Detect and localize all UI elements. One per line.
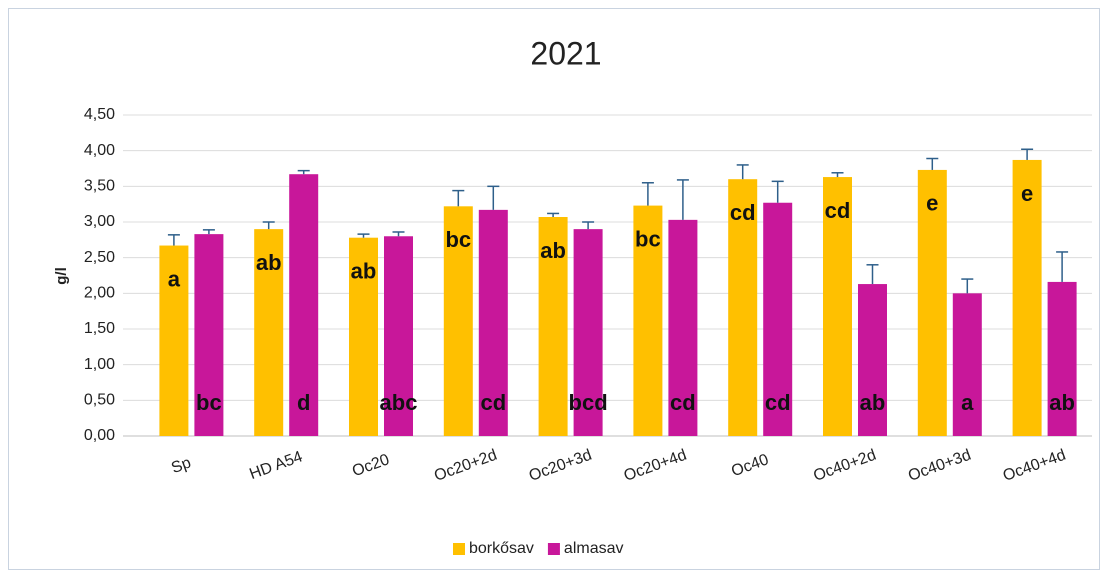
bar	[917, 169, 947, 436]
bar	[823, 177, 852, 436]
significance-letter: a	[961, 390, 974, 415]
y-tick-label: 1,00	[84, 356, 115, 373]
bar	[159, 245, 189, 436]
bar	[952, 293, 982, 436]
bar	[538, 217, 568, 436]
bar	[763, 202, 793, 436]
bar	[443, 206, 473, 436]
y-axis-title: g/l	[53, 267, 70, 285]
chart-title: 2021	[530, 35, 601, 71]
y-tick-label: 4,50	[84, 106, 115, 123]
significance-letter: e	[1021, 181, 1033, 206]
y-tick-label: 4,00	[84, 142, 115, 159]
significance-letter: cd	[730, 200, 756, 225]
significance-letter: cd	[765, 390, 791, 415]
bar	[478, 209, 508, 436]
bar	[728, 179, 758, 436]
significance-letter: abc	[380, 390, 418, 415]
y-tick-label: 3,00	[84, 213, 115, 230]
y-tick-label: 0,00	[84, 427, 115, 444]
y-tick-label: 2,50	[84, 249, 115, 266]
significance-letter: ab	[256, 250, 282, 275]
significance-letter: d	[297, 390, 310, 415]
bar	[194, 234, 224, 436]
significance-letter: bc	[445, 227, 471, 252]
significance-letter: ab	[540, 238, 566, 263]
significance-letter: e	[926, 191, 938, 216]
significance-letter: bcd	[569, 390, 608, 415]
bar	[254, 229, 284, 436]
significance-letter: ab	[351, 259, 377, 284]
bar	[1047, 281, 1077, 436]
significance-letter: bc	[635, 226, 661, 251]
legend-swatch	[453, 543, 465, 555]
y-tick-label: 1,50	[84, 320, 115, 337]
bar	[858, 284, 887, 436]
bar	[573, 229, 603, 436]
bar	[349, 237, 378, 436]
significance-letter: bc	[196, 390, 222, 415]
bar	[633, 205, 663, 436]
significance-letter: ab	[1049, 390, 1075, 415]
y-tick-label: 0,50	[84, 392, 115, 409]
significance-letter: ab	[860, 390, 886, 415]
bar	[384, 236, 413, 436]
x-tick-label: Sp	[169, 454, 193, 477]
significance-letter: cd	[670, 390, 696, 415]
significance-letter: cd	[825, 198, 851, 223]
significance-letter: cd	[480, 390, 506, 415]
legend-swatch	[547, 543, 560, 555]
bar	[1012, 159, 1042, 436]
significance-letter: a	[168, 266, 181, 291]
legend-label: borkősav	[469, 540, 534, 557]
bar	[668, 219, 698, 436]
y-tick-label: 2,00	[84, 285, 115, 302]
y-tick-label: 3,50	[84, 178, 115, 195]
legend-label: almasav	[564, 540, 624, 557]
bar	[289, 174, 319, 436]
